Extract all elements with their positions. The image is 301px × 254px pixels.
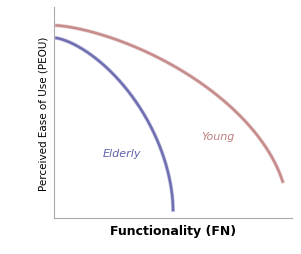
Text: Elderly: Elderly: [103, 149, 142, 158]
X-axis label: Functionality (FN): Functionality (FN): [110, 224, 236, 237]
Text: Young: Young: [201, 132, 234, 142]
Y-axis label: Perceived Ease of Use (PEOU): Perceived Ease of Use (PEOU): [39, 36, 49, 190]
